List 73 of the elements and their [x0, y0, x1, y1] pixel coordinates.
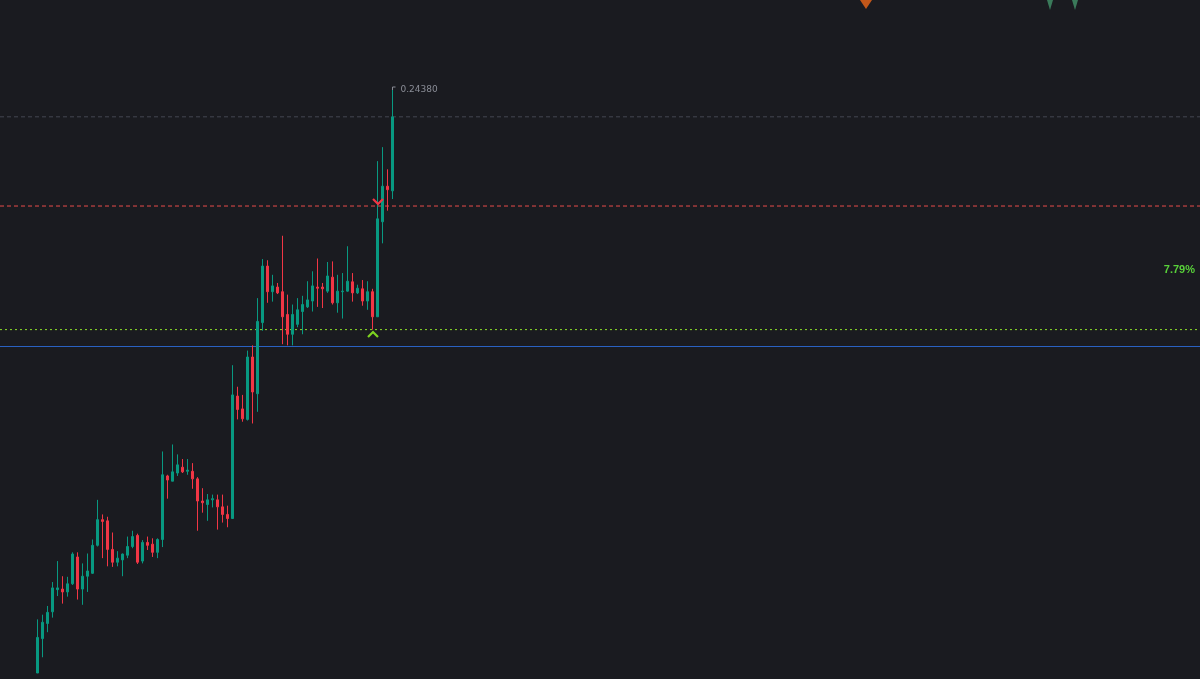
candlestick	[346, 245, 349, 293]
candlestick	[356, 284, 359, 295]
candlestick	[206, 493, 209, 522]
candlestick	[251, 344, 254, 424]
candlestick	[366, 280, 369, 311]
candlestick	[296, 297, 299, 328]
candlestick	[161, 450, 164, 548]
candlestick	[316, 257, 319, 308]
candlestick	[376, 160, 379, 318]
candlestick	[281, 235, 284, 345]
candlestick	[136, 533, 139, 565]
candlestick	[336, 274, 339, 314]
candlestick	[116, 550, 119, 567]
candlestick	[301, 295, 304, 335]
candlestick	[96, 499, 99, 547]
candlestick	[216, 494, 219, 531]
candlestick	[236, 386, 239, 420]
candlestick	[151, 537, 154, 558]
candlestick	[176, 453, 179, 477]
candlestick	[106, 516, 109, 567]
candlestick	[291, 304, 294, 346]
candlestick	[231, 364, 234, 520]
candlestick	[221, 494, 224, 524]
candlestick	[66, 576, 69, 598]
candlestick	[126, 536, 129, 559]
candlestick	[266, 259, 269, 304]
candlestick	[56, 560, 59, 597]
candlestick	[311, 270, 314, 313]
candlestick	[326, 261, 329, 294]
candlestick	[71, 551, 74, 586]
candlestick	[171, 443, 174, 482]
candlestick	[241, 394, 244, 423]
candlestick	[76, 551, 79, 601]
candlestick	[146, 536, 149, 551]
candlestick	[61, 575, 64, 605]
candlestick	[41, 614, 44, 658]
candlestick	[226, 505, 229, 528]
candlestick	[156, 537, 159, 559]
candlestick	[86, 552, 89, 593]
candlestick	[361, 279, 364, 307]
candlestick	[211, 494, 214, 508]
candlestick	[351, 272, 354, 303]
candlestick	[246, 350, 249, 422]
candlestick	[276, 282, 279, 295]
candlestick	[381, 146, 384, 244]
candlestick	[101, 513, 104, 559]
candlestick	[321, 282, 324, 309]
text: 0.24380	[400, 83, 438, 94]
text: 7.79%	[1163, 262, 1196, 275]
candlestick	[91, 538, 94, 575]
candlestick	[111, 532, 114, 568]
candlestick	[271, 274, 274, 303]
candlestick	[261, 258, 264, 332]
candlestick	[371, 288, 374, 331]
candlestick	[201, 487, 204, 514]
candlestick	[196, 476, 199, 532]
candlestick	[131, 530, 134, 549]
candlestick	[51, 581, 54, 619]
candlestick	[341, 272, 344, 320]
candlestick	[121, 552, 124, 577]
candlestick	[286, 294, 289, 346]
candlestick	[46, 605, 49, 633]
candlestick	[331, 260, 334, 306]
candlestick	[191, 462, 194, 490]
candlestick	[181, 458, 184, 474]
candlestick	[36, 618, 39, 674]
candlestick	[306, 280, 309, 309]
candlestick	[141, 539, 144, 564]
candlestick	[186, 458, 189, 476]
candlestick	[166, 474, 169, 500]
candlestick	[386, 168, 389, 212]
candlestick	[81, 562, 84, 606]
candlestick	[256, 297, 259, 413]
